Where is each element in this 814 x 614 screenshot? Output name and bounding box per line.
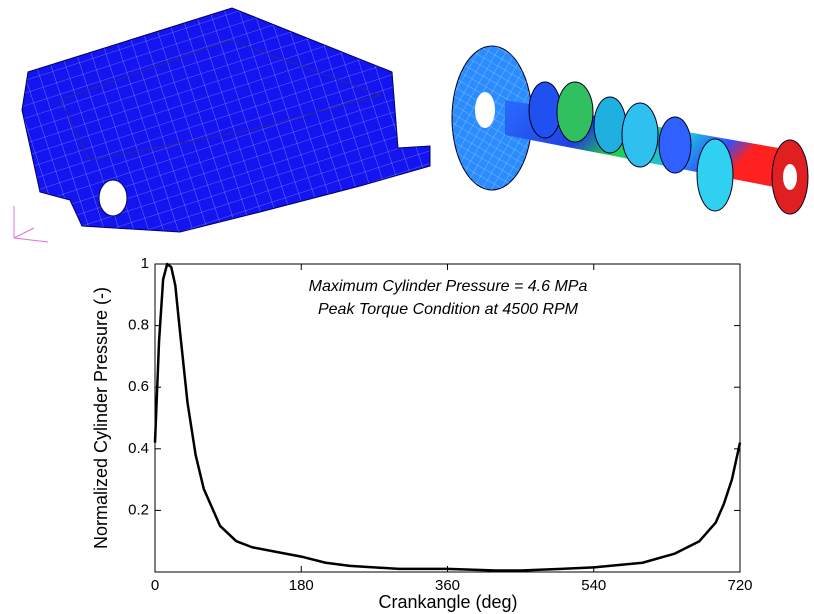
annotation: Maximum Cylinder Pressure = 4.6 MPa (309, 278, 588, 295)
y-tick-label: 0.6 (128, 378, 149, 395)
y-axis-label: Normalized Cylinder Pressure (-) (91, 287, 111, 549)
x-tick-label: 0 (151, 577, 159, 594)
y-tick-label: 0.4 (128, 440, 149, 457)
crankshaft-mesh (452, 46, 808, 220)
page: {"chart_data": {"type": "line", "xlabel"… (0, 0, 814, 614)
x-tick-label: 720 (727, 577, 752, 594)
x-tick-label: 540 (581, 577, 606, 594)
y-tick-label: 1 (141, 255, 149, 272)
y-tick-label: 0.8 (128, 317, 149, 334)
x-axis-label: Crankangle (deg) (378, 592, 517, 612)
axis-triad (14, 206, 48, 242)
x-tick-label: 360 (435, 577, 460, 594)
annotation: Peak Torque Condition at 4500 RPM (318, 301, 579, 318)
y-tick-label: 0.2 (128, 501, 149, 518)
x-tick-label: 180 (289, 577, 314, 594)
figure: Maximum Cylinder Pressure = 4.6 MPa Peak… (0, 0, 814, 614)
engine-block-mesh (22, 8, 430, 232)
